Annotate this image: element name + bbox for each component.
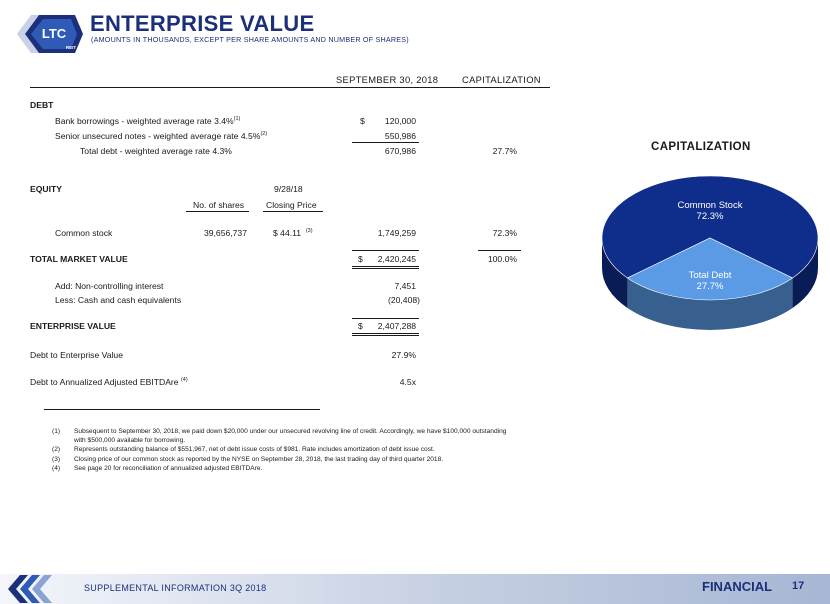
- common-stock-shares: 39,656,737: [203, 228, 247, 238]
- footnote-2-number: (2): [52, 446, 61, 453]
- svg-text:LTC: LTC: [42, 26, 67, 41]
- common-stock-capitalization: 72.3%: [492, 228, 517, 238]
- bank-borrowings-dollar: $: [360, 116, 365, 126]
- debt-section-label: DEBT: [30, 100, 54, 110]
- page-number: 17: [792, 580, 805, 592]
- header-rule: [30, 87, 550, 88]
- footnote-1-text: Subsequent to September 30, 2018, we pai…: [74, 428, 507, 435]
- debt-to-ebitda-value: 4.5x: [399, 377, 416, 387]
- common-stock-price: $ 44.11 (3): [273, 228, 313, 238]
- non-controlling-interest-label: Add: Non-controlling interest: [55, 281, 164, 291]
- bank-borrowings-label: Bank borrowings - weighted average rate …: [55, 116, 241, 126]
- ev-double-rule-2: [352, 335, 419, 336]
- footnote-rule: [44, 409, 320, 410]
- cash-equivalents-label: Less: Cash and cash equivalents: [55, 295, 182, 305]
- debt-to-ev-value: 27.9%: [391, 350, 416, 360]
- footer-section-label: FINANCIAL: [702, 579, 773, 594]
- footer-chevron-icon: [8, 575, 52, 603]
- common-stock-value: 1,749,259: [377, 228, 416, 238]
- pie-side-common-stock: [602, 238, 628, 308]
- enterprise-value-value: 2,407,288: [377, 321, 416, 331]
- footer-text: SUPPLEMENTAL INFORMATION 3Q 2018: [84, 583, 267, 593]
- pie-slice-total-debt: [626, 237, 794, 301]
- senior-notes-value: 550,986: [384, 131, 416, 141]
- pie-value-total-debt: 27.7%: [697, 281, 724, 292]
- total-debt-value: 670,986: [384, 146, 416, 156]
- footnote-1-continuation: with $500,000 available for borrowing.: [74, 437, 186, 444]
- chart-title: CAPITALIZATION: [651, 141, 751, 153]
- debt-to-ev-label: Debt to Enterprise Value: [30, 350, 123, 360]
- shares-header-rule: [186, 211, 249, 212]
- tmv-top-rule: [352, 250, 419, 251]
- total-market-value-capitalization: 100.0%: [487, 254, 517, 264]
- pie-value-common-stock: 72.3%: [697, 211, 724, 222]
- common-stock-label: Common stock: [55, 228, 113, 238]
- pie-side-total-debt: [627, 277, 793, 330]
- column-header-date: SEPTEMBER 30, 2018: [336, 74, 439, 85]
- non-controlling-interest-value: 7,451: [394, 281, 416, 291]
- cash-equivalents-value: (20,408): [387, 295, 420, 305]
- tmv-double-rule-2: [352, 268, 419, 269]
- subtotal-rule: [352, 142, 419, 143]
- enterprise-value-dollar: $: [358, 321, 363, 331]
- enterprise-value-label: ENTERPRISE VALUE: [30, 321, 116, 331]
- footnote-2-text: Represents outstanding balance of $551,9…: [74, 446, 435, 453]
- total-debt-capitalization: 27.7%: [492, 146, 517, 156]
- equity-section-label: EQUITY: [30, 184, 62, 194]
- tmv-cap-top-rule: [478, 250, 521, 251]
- pie-label-common-stock: Common Stock: [678, 200, 743, 211]
- debt-to-ebitda-label: Debt to Annualized Adjusted EBITDAre (4): [30, 377, 188, 387]
- shares-header: No. of shares: [193, 200, 245, 210]
- footnote-3-number: (3): [52, 456, 61, 463]
- svg-text:REIT: REIT: [66, 45, 77, 50]
- pie-side-common-stock: [792, 238, 818, 308]
- total-market-value-dollar: $: [358, 254, 363, 264]
- tmv-double-rule-1: [352, 266, 419, 267]
- pie-label-total-debt: Total Debt: [689, 270, 732, 281]
- ltc-logo: LTC REIT: [17, 15, 83, 53]
- total-market-value-label: TOTAL MARKET VALUE: [30, 254, 128, 264]
- senior-notes-label: Senior unsecured notes - weighted averag…: [55, 131, 268, 141]
- closing-price-header: Closing Price: [266, 200, 317, 210]
- page-title: ENTERPRISE VALUE: [90, 11, 315, 36]
- footnote-4-text: See page 20 for reconciliation of annual…: [74, 465, 263, 472]
- total-debt-label: Total debt - weighted average rate 4.3%: [80, 146, 232, 156]
- ev-double-rule-1: [352, 333, 419, 334]
- pie-slice-common-stock: [601, 175, 819, 279]
- closing-date-header: 9/28/18: [274, 184, 303, 194]
- column-header-capitalization: CAPITALIZATION: [462, 74, 541, 85]
- footnote-4-number: (4): [52, 465, 61, 472]
- price-header-rule: [263, 211, 323, 212]
- bank-borrowings-value: 120,000: [384, 116, 416, 126]
- footnote-3-text: Closing price of our common stock as rep…: [74, 456, 444, 463]
- ev-top-rule: [352, 318, 419, 319]
- page-subtitle: (AMOUNTS IN THOUSANDS, EXCEPT PER SHARE …: [91, 35, 409, 44]
- total-market-value-value: 2,420,245: [377, 254, 416, 264]
- footnote-1-number: (1): [52, 428, 61, 435]
- footer-bar: [0, 574, 830, 604]
